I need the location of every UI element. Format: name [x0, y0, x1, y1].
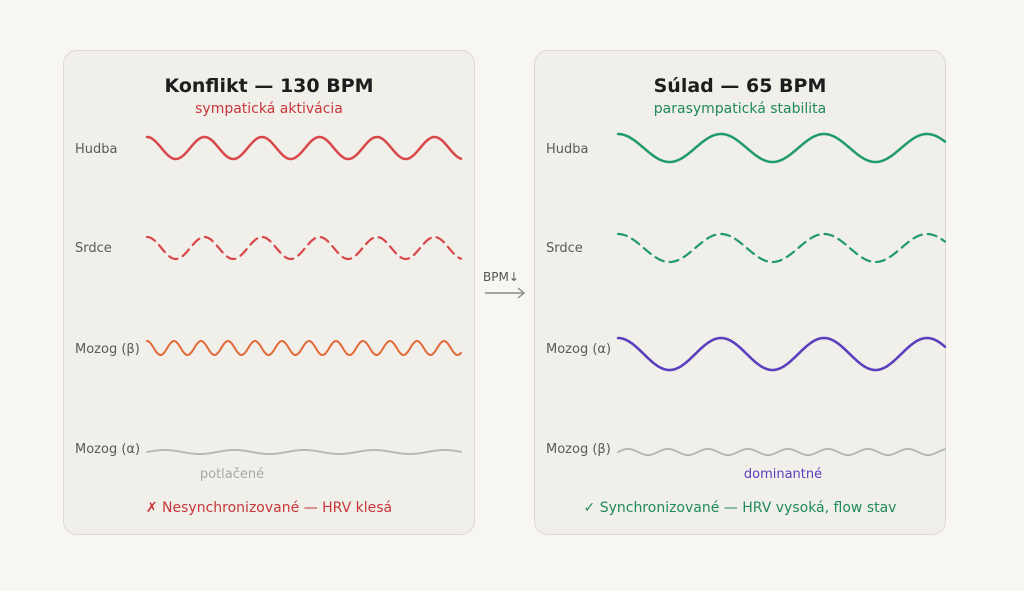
row-label-music: Hudba [75, 142, 118, 157]
brain-beta-wave [617, 447, 946, 457]
row-label-heart: Srdce [546, 241, 583, 256]
brain-beta-wave [146, 339, 462, 356]
row-label-brain-beta: Mozog (β) [75, 342, 140, 357]
harmony-panel: Súlad — 65 BPM parasympatická stabilita … [534, 50, 947, 535]
status-footer: ✗ Nesynchronizované — HRV klesá [145, 500, 393, 516]
transition-label: BPM↓ [483, 270, 519, 284]
heart-wave [145, 235, 463, 261]
status-footer: ✓ Synchronizované — HRV vysoká, flow sta… [583, 500, 897, 516]
heart-wave [616, 232, 947, 264]
row-label-brain-beta: Mozog (β) [546, 442, 611, 457]
panel-title: Konflikt — 130 BPM [164, 75, 374, 97]
panel-subtitle: parasympatická stabilita [653, 101, 827, 117]
conflict-waves [145, 135, 463, 455]
suppressed-note: potlačené [199, 467, 265, 482]
row-label-brain-alpha: Mozog (α) [546, 342, 612, 357]
conflict-panel: Konflikt — 130 BPM sympatická aktivácia … [63, 50, 475, 535]
brain-alpha-wave [616, 336, 947, 372]
brain-alpha-wave [146, 449, 462, 455]
transition-arrow-icon [485, 287, 526, 299]
dominant-note: dominantné [743, 467, 823, 482]
row-label-brain-alpha: Mozog (α) [75, 442, 141, 457]
harmony-waves [616, 132, 947, 457]
panel-title: Súlad — 65 BPM [653, 75, 827, 97]
row-label-music: Hudba [546, 142, 589, 157]
music-wave [616, 132, 947, 164]
row-label-heart: Srdce [75, 241, 112, 256]
panel-subtitle: sympatická aktivácia [195, 101, 343, 117]
music-wave [145, 135, 463, 161]
